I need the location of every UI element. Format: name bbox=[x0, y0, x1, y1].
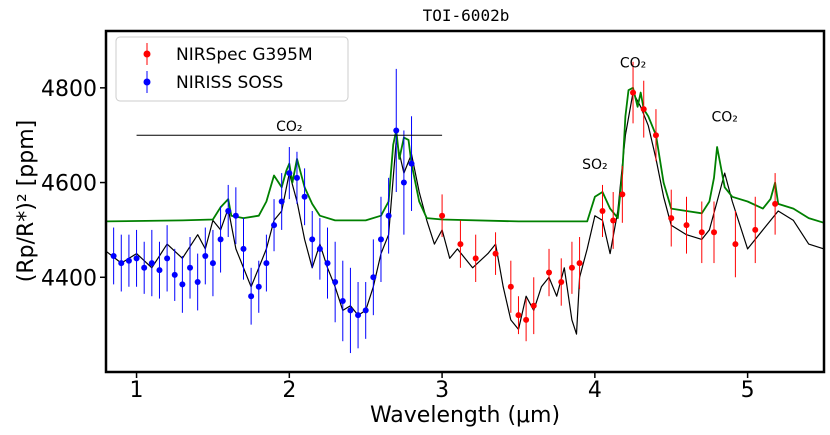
niriss-point bbox=[217, 236, 224, 243]
niriss-point bbox=[332, 279, 339, 286]
niriss-point bbox=[187, 264, 194, 271]
nirspec-point bbox=[599, 207, 606, 214]
annotations: CO₂ SO₂ CO₂ CO₂ bbox=[276, 55, 738, 173]
series-line-model-black- bbox=[105, 92, 825, 335]
nirspec-point bbox=[630, 89, 637, 96]
nirspec-point bbox=[610, 217, 617, 224]
nirspec-point bbox=[457, 241, 464, 248]
annotation-label: SO₂ bbox=[582, 157, 608, 173]
niriss-point bbox=[141, 264, 148, 271]
nirspec-point bbox=[492, 250, 499, 257]
legend-dot-niriss bbox=[143, 78, 151, 86]
niriss-point bbox=[393, 127, 400, 134]
legend-label-niriss: NIRISS SOSS bbox=[176, 73, 283, 93]
nirspec-point bbox=[668, 215, 675, 222]
niriss-point bbox=[125, 257, 132, 264]
nirspec-point bbox=[568, 264, 575, 271]
nirspec-point bbox=[558, 279, 565, 286]
niriss-point bbox=[400, 179, 407, 186]
annotation-label: CO₂ bbox=[276, 119, 302, 135]
x-tick-label: 4 bbox=[588, 378, 602, 403]
nirspec-point bbox=[683, 222, 690, 229]
niriss-point bbox=[225, 207, 232, 214]
nirspec-point bbox=[711, 229, 718, 236]
niriss-point bbox=[240, 245, 247, 252]
niriss-point bbox=[171, 271, 178, 278]
niriss-point bbox=[194, 279, 201, 286]
niriss-point bbox=[202, 252, 209, 259]
nirspec-point bbox=[523, 316, 530, 323]
niriss-point bbox=[232, 212, 239, 219]
niriss-point bbox=[278, 198, 285, 205]
y-tick-label: 4600 bbox=[41, 172, 97, 197]
x-tick-label: 5 bbox=[741, 378, 755, 403]
niriss-point bbox=[347, 307, 354, 314]
axis-ticks: 1 2 3 4 5 4400 4600 4800 bbox=[41, 77, 755, 403]
nirspec-point bbox=[652, 132, 659, 139]
annotation-label: CO₂ bbox=[620, 55, 646, 71]
niriss-point bbox=[248, 293, 255, 300]
niriss-point bbox=[271, 222, 278, 229]
niriss-point bbox=[148, 260, 155, 267]
x-axis-label: Wavelength (μm) bbox=[370, 403, 560, 428]
series-line-model-green- bbox=[105, 86, 825, 224]
niriss-point bbox=[255, 283, 262, 290]
plot-area bbox=[105, 61, 825, 354]
niriss-point bbox=[118, 260, 125, 267]
legend-label-nirspec: NIRSpec G395M bbox=[176, 45, 313, 65]
niriss-point bbox=[339, 297, 346, 304]
annotation-label: CO₂ bbox=[711, 110, 737, 126]
x-tick-label: 3 bbox=[435, 378, 449, 403]
niriss-point bbox=[370, 274, 377, 281]
niriss-point bbox=[179, 281, 186, 288]
niriss-point bbox=[110, 252, 117, 259]
niriss-point bbox=[301, 193, 308, 200]
niriss-point bbox=[209, 260, 216, 267]
nirspec-point bbox=[640, 106, 647, 113]
y-tick-label: 4400 bbox=[41, 266, 97, 291]
chart-title: TOI-6002b bbox=[423, 6, 510, 25]
nirspec-point bbox=[576, 260, 583, 267]
legend-dot-nirspec bbox=[143, 50, 151, 58]
niriss-point bbox=[293, 174, 300, 181]
x-tick-label: 2 bbox=[282, 378, 296, 403]
x-tick-label: 1 bbox=[130, 378, 144, 403]
niriss-point bbox=[355, 312, 362, 319]
niriss-point bbox=[377, 236, 384, 243]
niriss-point bbox=[286, 170, 293, 177]
nirspec-point bbox=[439, 212, 446, 219]
plot-frame bbox=[104, 29, 826, 374]
y-axis-label: (Rp/R*)² [ppm] bbox=[14, 120, 39, 282]
niriss-point bbox=[385, 212, 392, 219]
y-tick-label: 4800 bbox=[41, 77, 97, 102]
nirspec-point bbox=[507, 283, 514, 290]
nirspec-point bbox=[472, 255, 479, 262]
nirspec-point bbox=[530, 302, 537, 309]
nirspec-point bbox=[772, 200, 779, 207]
legend-box bbox=[115, 36, 349, 102]
nirspec-point bbox=[698, 229, 705, 236]
niriss-point bbox=[133, 255, 140, 262]
nirspec-point bbox=[619, 191, 626, 198]
niriss-point bbox=[164, 255, 171, 262]
nirspec-point bbox=[546, 269, 553, 276]
legend: NIRSpec G395M NIRISS SOSS bbox=[115, 36, 349, 102]
niriss-point bbox=[362, 307, 369, 314]
nirspec-point bbox=[732, 241, 739, 248]
niriss-point bbox=[309, 236, 316, 243]
niriss-point bbox=[408, 160, 415, 167]
nirspec-point bbox=[752, 226, 759, 233]
niriss-point bbox=[263, 260, 270, 267]
niriss-point bbox=[324, 260, 331, 267]
nirspec-point bbox=[515, 312, 522, 319]
niriss-point bbox=[156, 267, 163, 274]
niriss-point bbox=[316, 245, 323, 252]
